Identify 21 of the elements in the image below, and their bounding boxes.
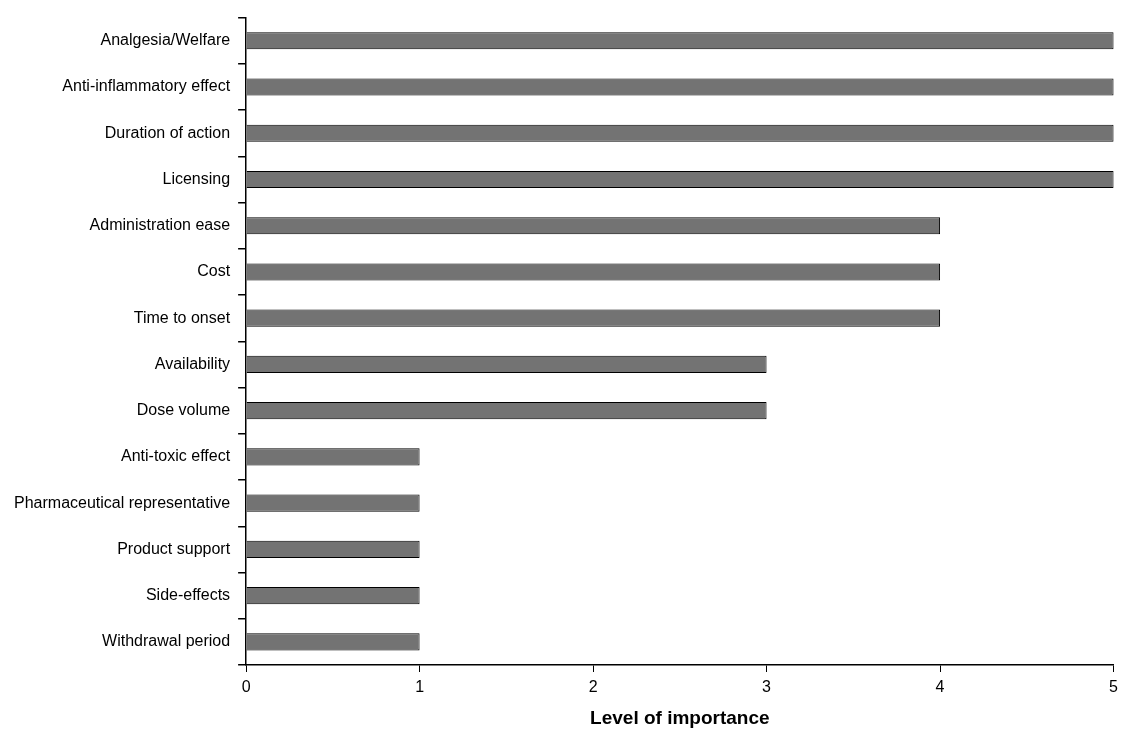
y-tick-label: Time to onset [133,308,231,326]
x-axis-title: Level of importance [590,706,770,728]
y-tick-label: Pharmaceutical representative [14,493,231,511]
y-tick-label: Administration ease [89,216,231,234]
y-tick-label: Cost [197,262,231,280]
x-tick-label: 4 [935,678,945,696]
y-tick-label: Product support [117,539,231,557]
y-tick-label: Duration of action [104,123,231,141]
x-tick-label: 2 [588,678,598,696]
y-tick-label: Side-effects [145,586,231,604]
y-tick-label: Availability [154,354,231,372]
x-tick-label: 5 [1109,678,1119,696]
y-tick-label: Anti-inflammatory effect [62,77,231,95]
y-tick-label: Withdrawal period [102,632,231,650]
x-tick-label: 0 [241,678,251,696]
y-tick-label: Licensing [162,169,231,187]
x-tick-label: 1 [415,678,425,696]
y-tick-label: Dose volume [136,401,231,419]
y-tick-label: Anti-toxic effect [121,447,231,465]
x-tick-label: 3 [762,678,772,696]
y-tick-label: Analgesia/Welfare [100,31,231,49]
